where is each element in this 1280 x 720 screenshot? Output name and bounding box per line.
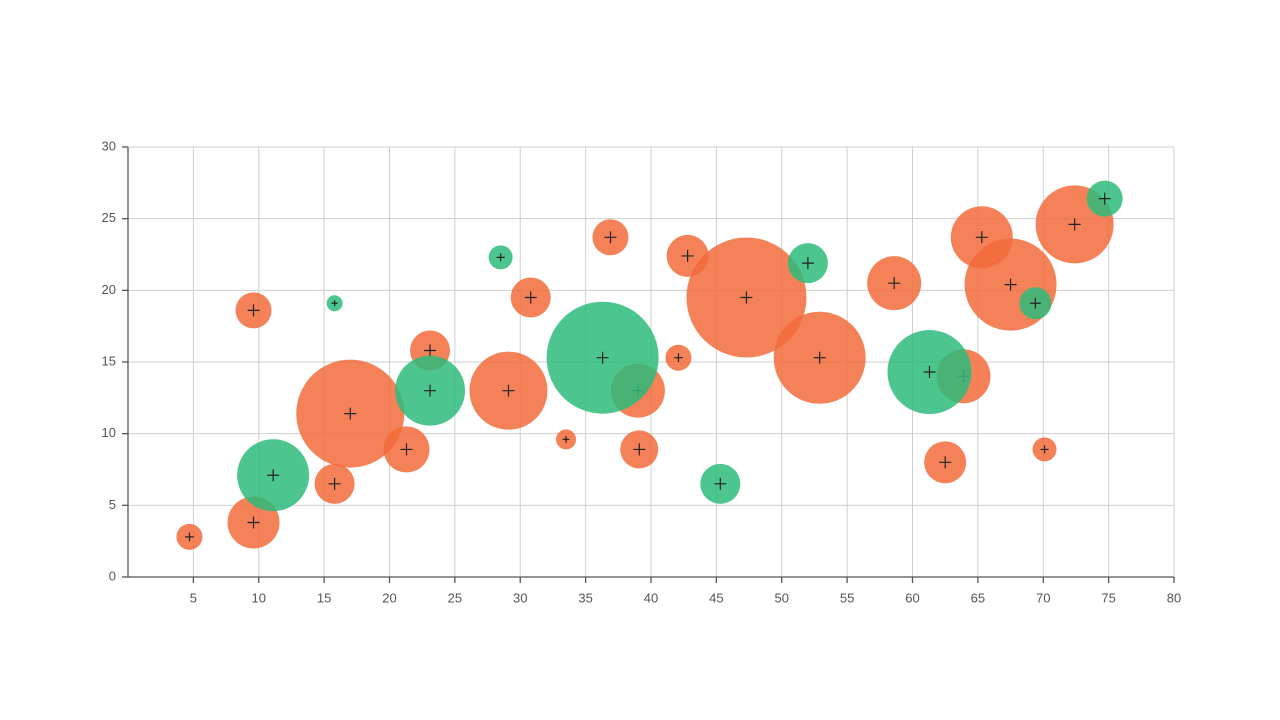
bubble-center xyxy=(674,353,683,363)
x-tick-label: 20 xyxy=(382,590,396,605)
x-tick-label: 25 xyxy=(448,590,462,605)
bubble-center xyxy=(247,304,260,317)
bubble-center xyxy=(923,366,936,379)
bubble-center xyxy=(681,249,694,262)
y-tick-label: 5 xyxy=(109,497,116,512)
x-tick-label: 10 xyxy=(252,590,266,605)
x-tick-label: 35 xyxy=(578,590,592,605)
bubble-center xyxy=(740,291,753,304)
y-tick-label: 30 xyxy=(102,138,116,153)
bubble-center xyxy=(562,436,570,443)
bubble-center xyxy=(424,344,437,357)
bubble-center xyxy=(939,456,952,469)
x-tick-label: 75 xyxy=(1101,590,1115,605)
bubble-center xyxy=(247,516,260,529)
x-tick-label: 80 xyxy=(1167,590,1181,605)
bubble-center xyxy=(1004,278,1017,291)
x-tick-label: 65 xyxy=(971,590,985,605)
x-tick-label: 40 xyxy=(644,590,658,605)
bubble-center xyxy=(813,351,826,364)
bubble-center xyxy=(604,231,617,244)
bubble-center xyxy=(1098,192,1111,205)
x-tick-label: 5 xyxy=(190,590,197,605)
x-tick-label: 30 xyxy=(513,590,527,605)
bubble-center xyxy=(496,253,505,262)
y-tick-label: 20 xyxy=(102,282,116,297)
bubble-center xyxy=(633,443,646,456)
bubble-center xyxy=(328,477,341,490)
bubble-center xyxy=(424,384,437,397)
bubble-center xyxy=(267,469,280,482)
bubble-center xyxy=(714,477,727,490)
y-tick-label: 0 xyxy=(109,568,116,583)
bubble-center xyxy=(1030,297,1041,309)
x-tick-label: 45 xyxy=(709,590,723,605)
x-tick-label: 15 xyxy=(317,590,331,605)
bubble-center xyxy=(888,277,901,290)
bubble-center xyxy=(331,300,338,307)
y-tick-label: 15 xyxy=(102,353,116,368)
y-tick-label: 25 xyxy=(102,210,116,225)
bubble-center xyxy=(801,257,814,270)
x-tick-label: 55 xyxy=(840,590,854,605)
bubble-center xyxy=(524,291,537,304)
x-tick-label: 50 xyxy=(775,590,789,605)
bubble-center xyxy=(344,407,357,420)
bubble-center xyxy=(400,443,413,456)
bubble-center xyxy=(185,532,194,542)
x-tick-label: 60 xyxy=(905,590,919,605)
bubble-center xyxy=(596,351,609,364)
bubble-center xyxy=(1068,218,1081,231)
bubble-center xyxy=(502,384,515,397)
bubble-center xyxy=(1040,445,1049,454)
bubble-center xyxy=(975,231,988,244)
y-tick-label: 10 xyxy=(102,425,116,440)
x-tick-label: 70 xyxy=(1036,590,1050,605)
